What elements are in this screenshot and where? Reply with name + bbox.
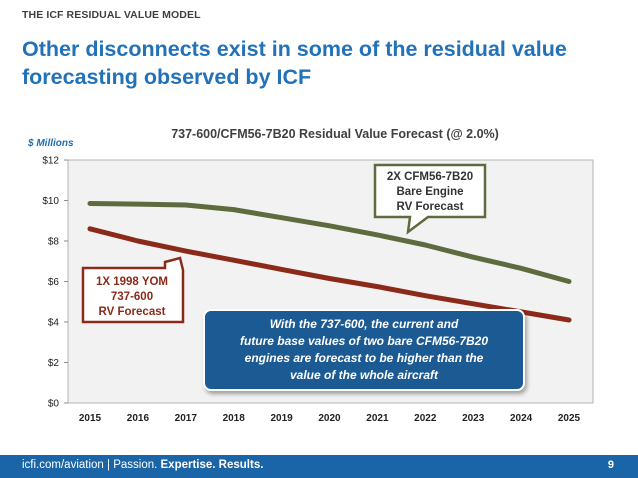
key-takeaway-box	[203, 309, 525, 391]
engine-forecast-label-line-1: 2X CFM56-7B20	[387, 171, 473, 183]
engine-forecast-annotation: 2X CFM56-7B20 Bare Engine RV Forecast	[373, 163, 487, 235]
y-tick-label: $2	[48, 358, 60, 369]
engine-forecast-label-line-3: RV Forecast	[397, 201, 464, 213]
section-eyebrow: THE ICF RESIDUAL VALUE MODEL	[22, 9, 201, 21]
page-title: Other disconnects exist in some of the r…	[22, 35, 622, 91]
key-takeaway-line-2: future base values of two bare CFM56-7B2…	[240, 334, 488, 348]
aircraft-forecast-label-line-2: 737-600	[111, 291, 153, 303]
aircraft-forecast-line	[87, 226, 572, 323]
x-tick-label: 2024	[510, 413, 533, 424]
engine-forecast-line	[87, 201, 572, 284]
x-tick-label: 2020	[318, 413, 341, 424]
aircraft-forecast-annotation: 1X 1998 YOM 737-600 RV Forecast	[81, 256, 185, 324]
residual-value-chart: $0 $2 $4 $6 $8 $10 $12 2015 2016 2017 2018 2019 202…	[42, 156, 594, 424]
series-layer	[87, 201, 572, 323]
x-tick-label: 2018	[223, 413, 246, 424]
footer-tagline-plain: Passion.	[113, 459, 161, 471]
page-number: 9	[607, 459, 614, 471]
engine-forecast-callout-box	[373, 163, 487, 235]
x-tick-label: 2019	[270, 413, 293, 424]
y-tick-label: $6	[48, 277, 60, 288]
footer-tagline-bold: Expertise. Results.	[160, 459, 264, 471]
x-tick-label: 2015	[79, 413, 102, 424]
y-tick-label: $8	[48, 237, 60, 248]
y-tick-label: $0	[48, 399, 60, 410]
x-tick-label: 2025	[558, 413, 581, 424]
x-tick-label: 2022	[414, 413, 437, 424]
x-tick-label: 2021	[366, 413, 389, 424]
y-axis: $0 $2 $4 $6 $8 $10 $12	[42, 156, 68, 410]
page-title-line-2: forecasting observed by ICF	[22, 65, 312, 89]
x-tick-label: 2017	[175, 413, 198, 424]
footer-bar: icfi.com/aviation | Passion. Expertise. …	[0, 455, 638, 478]
y-tick-label: $10	[42, 196, 59, 207]
aircraft-forecast-label-line-1: 1X 1998 YOM	[96, 276, 168, 288]
engine-forecast-label-line-2: Bare Engine	[396, 186, 463, 198]
y-axis-unit-label: $ Millions	[28, 138, 74, 149]
footer-site-link[interactable]: icfi.com/aviation	[22, 459, 104, 471]
x-tick-label: 2016	[127, 413, 150, 424]
key-takeaway-line-4: value of the whole aircraft	[290, 368, 439, 382]
key-takeaway-callout: With the 737-600, the current and future…	[203, 309, 525, 391]
y-tick-label: $12	[42, 156, 59, 167]
footer-brand: icfi.com/aviation | Passion. Expertise. …	[22, 459, 263, 471]
aircraft-forecast-label-line-3: RV Forecast	[99, 306, 166, 318]
footer-separator: |	[103, 459, 114, 471]
y-tick-label: $4	[48, 318, 60, 329]
key-takeaway-line-3: engines are forecast to be higher than t…	[245, 351, 484, 365]
key-takeaway-line-1: With the 737-600, the current and	[270, 317, 459, 331]
x-axis: 2015 2016 2017 2018 2019 2020 2021 2022 2023 2024…	[79, 413, 581, 424]
aircraft-forecast-callout-box	[81, 256, 185, 324]
page-title-line-1: Other disconnects exist in some of the r…	[22, 37, 567, 61]
chart-title: 737-600/CFM56-7B20 Residual Value Foreca…	[171, 127, 499, 141]
x-tick-label: 2023	[462, 413, 485, 424]
